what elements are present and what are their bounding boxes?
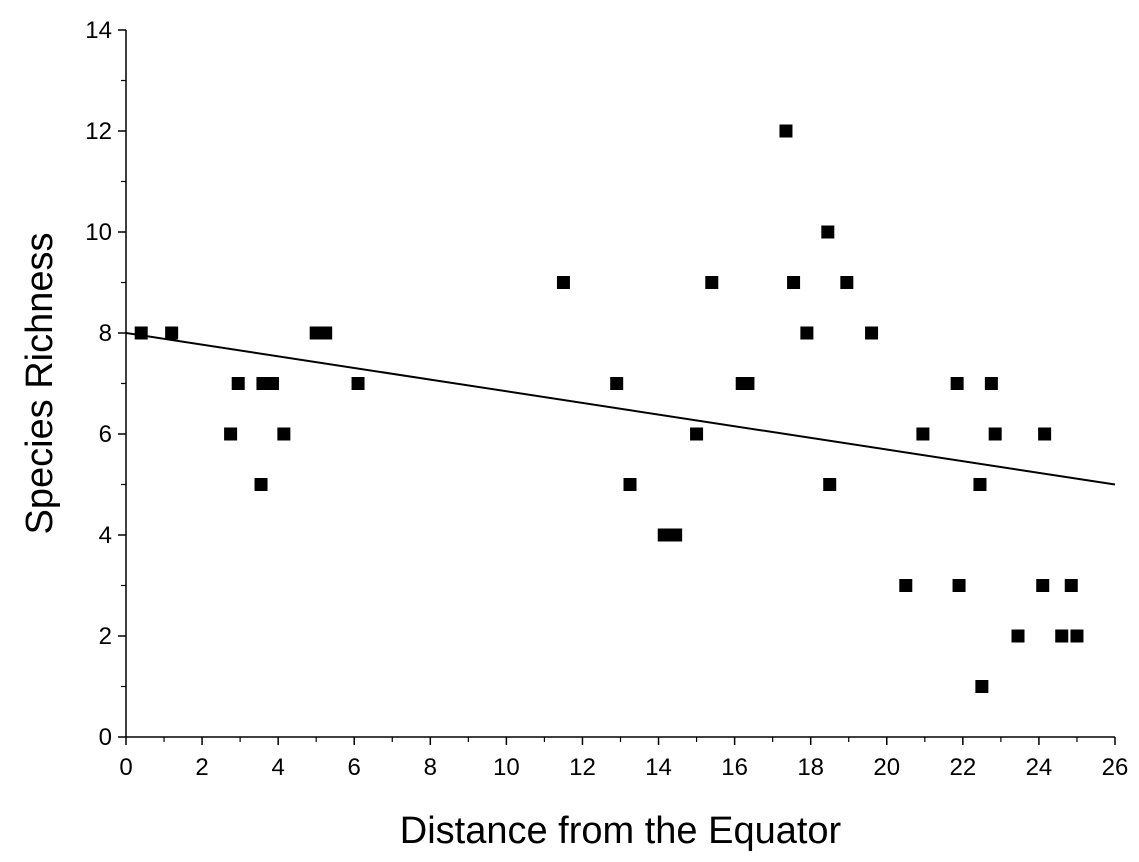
data-point [916, 427, 930, 441]
data-point [899, 579, 913, 592]
data-point [134, 326, 148, 340]
x-tick-label: 4 [271, 754, 284, 781]
data-point [973, 478, 987, 491]
data-point [657, 528, 671, 542]
data-point [669, 528, 683, 542]
y-tick-label: 12 [85, 118, 112, 145]
data-point [950, 377, 964, 390]
x-tick-label: 8 [424, 754, 437, 781]
data-point [705, 276, 719, 289]
data-point [952, 579, 966, 592]
data-point [741, 377, 755, 390]
data-point [984, 377, 998, 390]
x-tick-label: 20 [873, 754, 900, 781]
y-axis-title: Species Richness [19, 232, 61, 534]
x-tick-label: 26 [1102, 754, 1129, 781]
data-point [1036, 579, 1050, 592]
data-point [690, 427, 704, 441]
data-point [823, 478, 837, 491]
x-tick-label: 12 [569, 754, 596, 781]
regression-line [125, 332, 1116, 486]
x-tick-label: 14 [645, 754, 672, 781]
data-point [779, 124, 793, 138]
data-point [1038, 427, 1052, 441]
data-point [1070, 629, 1084, 643]
data-point [254, 478, 268, 491]
y-tick-label: 10 [85, 219, 112, 246]
data-point [623, 478, 637, 491]
data-point [319, 326, 333, 340]
data-point [224, 427, 238, 441]
data-point [988, 427, 1002, 441]
data-point [277, 427, 291, 441]
data-points [134, 124, 1084, 693]
y-tick-label: 4 [99, 522, 112, 549]
data-point [1055, 629, 1069, 643]
data-point [800, 326, 814, 340]
data-point [1011, 629, 1025, 643]
data-point [165, 326, 179, 340]
y-tick-label: 8 [99, 320, 112, 347]
data-point [1064, 579, 1078, 592]
regression-line-group [125, 332, 1116, 486]
x-tick-label: 2 [195, 754, 208, 781]
x-axis-title: Distance from the Equator [400, 810, 842, 852]
data-point [840, 276, 854, 289]
x-tick-label: 0 [119, 754, 132, 781]
x-tick-label: 16 [721, 754, 748, 781]
y-tick-label: 6 [99, 421, 112, 448]
x-tick-label: 18 [797, 754, 824, 781]
data-point [556, 276, 570, 289]
data-point [231, 377, 245, 390]
data-point [265, 377, 279, 390]
data-point [975, 680, 989, 693]
x-tick-label: 10 [493, 754, 520, 781]
data-point [351, 377, 365, 390]
x-tick-label: 6 [348, 754, 361, 781]
data-point [610, 377, 624, 390]
data-point [787, 276, 801, 289]
x-tick-label: 24 [1026, 754, 1053, 781]
x-tick-label: 22 [949, 754, 976, 781]
y-tick-label: 0 [99, 724, 112, 751]
data-point [865, 326, 879, 340]
y-tick-label: 14 [85, 17, 112, 44]
data-point [821, 225, 835, 239]
y-tick-label: 2 [99, 623, 112, 650]
